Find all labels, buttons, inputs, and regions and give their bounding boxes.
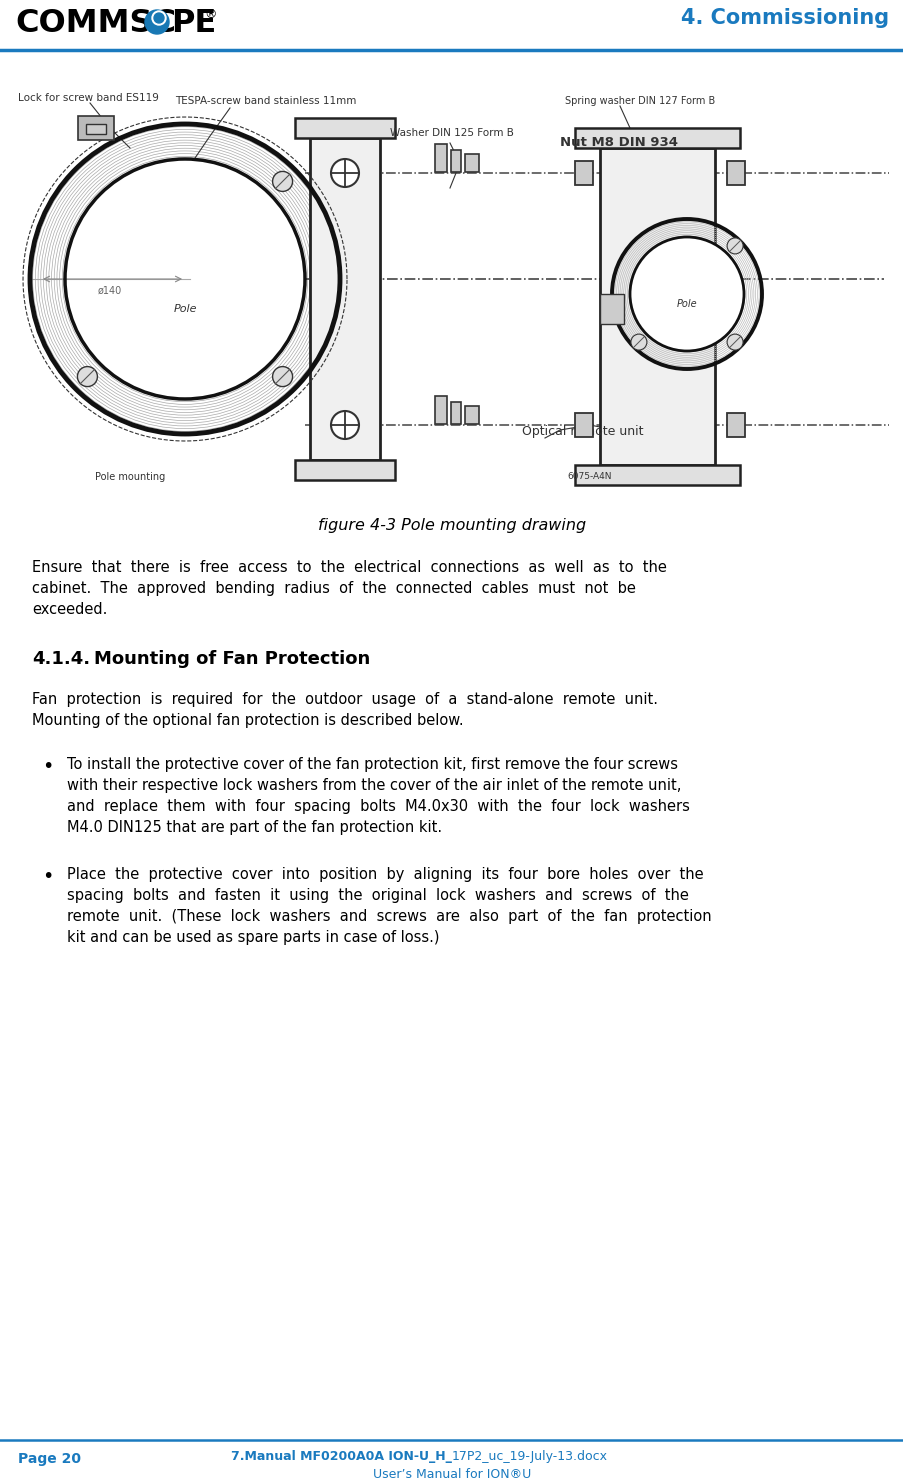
Circle shape bbox=[78, 366, 98, 387]
Text: 6075-A4N: 6075-A4N bbox=[567, 471, 611, 482]
Text: TESPA-screw band stainless 11mm: TESPA-screw band stainless 11mm bbox=[175, 96, 356, 107]
Bar bbox=[294, 459, 395, 480]
Circle shape bbox=[330, 159, 358, 187]
Text: 4. Commissioning: 4. Commissioning bbox=[680, 7, 888, 28]
Text: M4.0 DIN125 that are part of the fan protection kit.: M4.0 DIN125 that are part of the fan pro… bbox=[67, 820, 442, 834]
Circle shape bbox=[330, 411, 358, 439]
Text: Fan  protection  is  required  for  the  outdoor  usage  of  a  stand-alone  rem: Fan protection is required for the outdo… bbox=[32, 692, 657, 707]
Circle shape bbox=[154, 13, 163, 24]
Text: Pole: Pole bbox=[173, 304, 197, 314]
Text: COMMSC: COMMSC bbox=[15, 7, 176, 39]
Text: User’s Manual for ION®U: User’s Manual for ION®U bbox=[372, 1469, 531, 1481]
Bar bbox=[726, 413, 744, 437]
Text: Spring washer DIN 127 Form B: Spring washer DIN 127 Form B bbox=[564, 96, 714, 107]
Text: Place  the  protective  cover  into  position  by  aligning  its  four  bore  ho: Place the protective cover into position… bbox=[67, 867, 703, 882]
Bar bbox=[294, 119, 395, 138]
Bar bbox=[434, 396, 446, 424]
Text: Mounting of Fan Protection: Mounting of Fan Protection bbox=[94, 651, 370, 668]
Text: spacing  bolts  and  fasten  it  using  the  original  lock  washers  and  screw: spacing bolts and fasten it using the or… bbox=[67, 888, 688, 903]
Text: 4.1.4.: 4.1.4. bbox=[32, 651, 90, 668]
Circle shape bbox=[726, 333, 742, 350]
Text: kit and can be used as spare parts in case of loss.): kit and can be used as spare parts in ca… bbox=[67, 931, 439, 946]
Circle shape bbox=[273, 366, 293, 387]
Text: 17P2_uc_19-July-13.docx: 17P2_uc_19-July-13.docx bbox=[452, 1449, 608, 1463]
Text: Pole: Pole bbox=[676, 299, 696, 310]
Text: •: • bbox=[42, 757, 53, 777]
Bar bbox=[310, 138, 379, 459]
Text: remote  unit.  (These  lock  washers  and  screws  are  also  part  of  the  fan: remote unit. (These lock washers and scr… bbox=[67, 908, 711, 923]
Text: ø140: ø140 bbox=[98, 286, 122, 296]
Bar bbox=[600, 293, 623, 325]
Text: PE: PE bbox=[171, 7, 216, 39]
Bar bbox=[726, 162, 744, 185]
Text: Washer DIN 125 Form B: Washer DIN 125 Form B bbox=[389, 127, 513, 138]
Text: Ensure  that  there  is  free  access  to  the  electrical  connections  as  wel: Ensure that there is free access to the … bbox=[32, 560, 666, 575]
Bar bbox=[78, 116, 114, 139]
Text: Optical remote unit: Optical remote unit bbox=[521, 425, 643, 439]
Text: figure 4-3 Pole mounting drawing: figure 4-3 Pole mounting drawing bbox=[318, 519, 585, 534]
Bar bbox=[451, 150, 461, 172]
Bar bbox=[434, 144, 446, 172]
Text: 7.Manual MF0200A0A ION-U_H_: 7.Manual MF0200A0A ION-U_H_ bbox=[231, 1449, 452, 1463]
Text: •: • bbox=[42, 867, 53, 886]
Circle shape bbox=[144, 10, 169, 34]
Text: exceeded.: exceeded. bbox=[32, 602, 107, 617]
Bar bbox=[464, 406, 479, 424]
Text: with their respective lock washers from the cover of the air inlet of the remote: with their respective lock washers from … bbox=[67, 778, 681, 793]
Text: and  replace  them  with  four  spacing  bolts  M4.0x30  with  the  four  lock  : and replace them with four spacing bolts… bbox=[67, 799, 689, 814]
Text: Page 20: Page 20 bbox=[18, 1452, 81, 1466]
Text: Nut M8 DIN 934: Nut M8 DIN 934 bbox=[559, 136, 677, 150]
Text: To install the protective cover of the fan protection kit, first remove the four: To install the protective cover of the f… bbox=[67, 757, 677, 772]
Circle shape bbox=[630, 333, 647, 350]
Text: Pole mounting: Pole mounting bbox=[95, 471, 165, 482]
Bar bbox=[86, 124, 106, 133]
Bar bbox=[574, 413, 592, 437]
Bar bbox=[451, 402, 461, 424]
Text: Lock for screw band ES119: Lock for screw band ES119 bbox=[18, 93, 159, 104]
Circle shape bbox=[629, 237, 743, 351]
Bar bbox=[600, 148, 714, 465]
Text: ®: ® bbox=[204, 7, 216, 21]
Bar bbox=[574, 162, 592, 185]
Circle shape bbox=[66, 160, 303, 399]
Bar bbox=[574, 465, 740, 485]
Bar bbox=[574, 127, 740, 148]
Circle shape bbox=[726, 239, 742, 253]
Bar bbox=[464, 154, 479, 172]
Circle shape bbox=[273, 172, 293, 191]
Text: cabinet.  The  approved  bending  radius  of  the  connected  cables  must  not : cabinet. The approved bending radius of … bbox=[32, 581, 635, 596]
Text: Mounting of the optional fan protection is described below.: Mounting of the optional fan protection … bbox=[32, 713, 463, 728]
Circle shape bbox=[152, 10, 166, 25]
